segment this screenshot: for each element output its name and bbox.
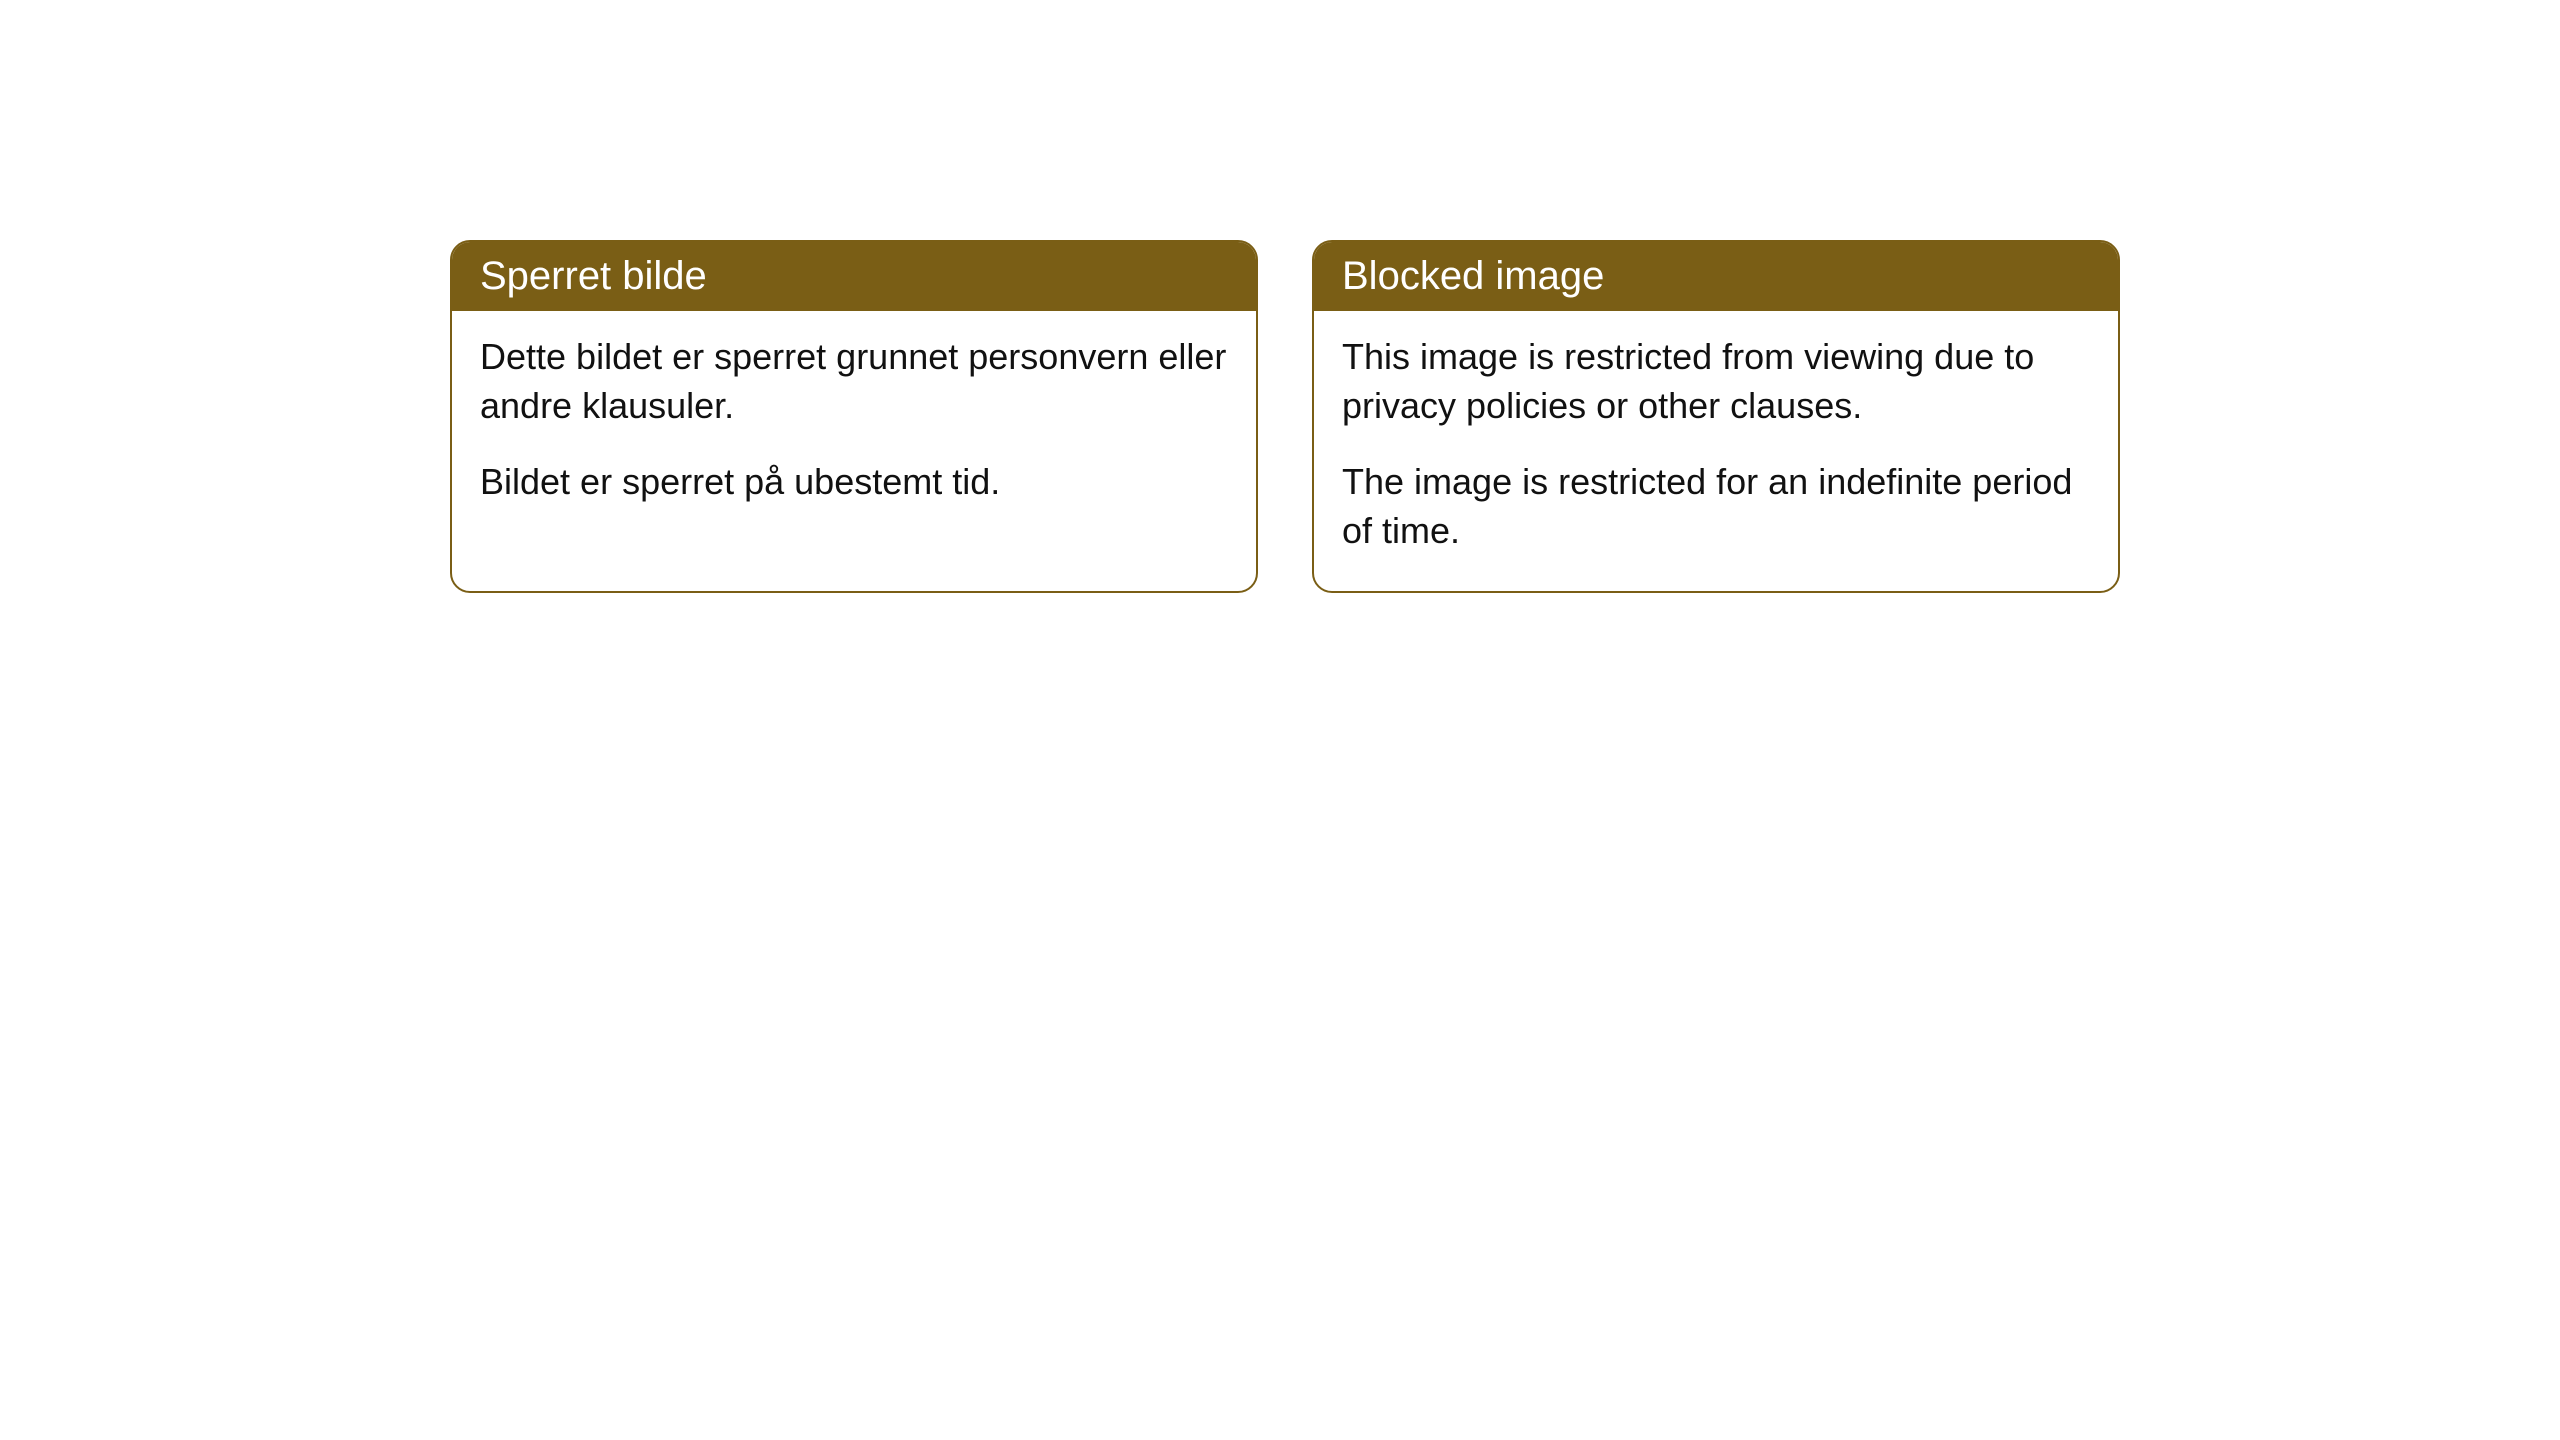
card-paragraph: Dette bildet er sperret grunnet personve… [480, 333, 1228, 430]
card-body: Dette bildet er sperret grunnet personve… [452, 311, 1256, 543]
card-paragraph: The image is restricted for an indefinit… [1342, 458, 2090, 555]
card-paragraph: Bildet er sperret på ubestemt tid. [480, 458, 1228, 507]
notice-container: Sperret bilde Dette bildet er sperret gr… [450, 240, 2120, 593]
card-title: Sperret bilde [452, 242, 1256, 311]
card-body: This image is restricted from viewing du… [1314, 311, 2118, 591]
blocked-image-card-norwegian: Sperret bilde Dette bildet er sperret gr… [450, 240, 1258, 593]
card-paragraph: This image is restricted from viewing du… [1342, 333, 2090, 430]
blocked-image-card-english: Blocked image This image is restricted f… [1312, 240, 2120, 593]
card-title: Blocked image [1314, 242, 2118, 311]
